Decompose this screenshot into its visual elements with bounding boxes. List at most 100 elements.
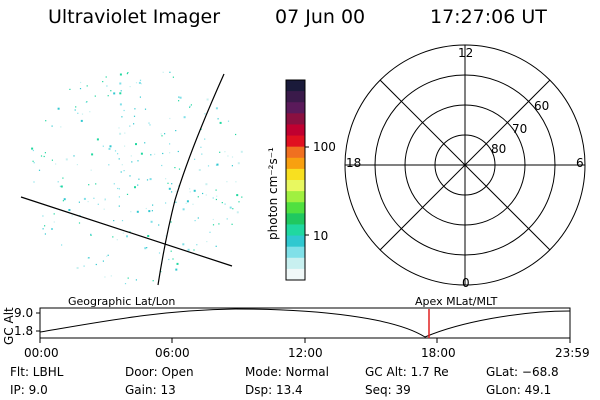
speckle xyxy=(168,258,170,261)
speckle xyxy=(179,96,182,99)
speckle xyxy=(91,153,94,156)
imager-title: Ultraviolet Imager xyxy=(48,6,221,28)
speckle xyxy=(150,154,152,156)
speckle xyxy=(169,143,171,145)
mode-readout: Mode: Normal xyxy=(245,365,329,379)
speckle xyxy=(162,152,164,155)
speckle xyxy=(236,211,239,214)
speckle xyxy=(42,215,44,217)
speckle xyxy=(108,164,110,166)
speckle xyxy=(76,164,78,166)
speckle xyxy=(135,143,137,146)
speckle xyxy=(59,185,61,187)
colorbar-band xyxy=(286,91,305,103)
lat-label-70: 70 xyxy=(512,122,528,136)
speckle xyxy=(129,231,131,233)
auroral-image xyxy=(20,71,243,286)
speckle xyxy=(198,169,201,171)
speckle xyxy=(120,90,122,92)
speckle xyxy=(148,210,151,213)
speckle xyxy=(81,113,84,115)
speckle xyxy=(240,150,243,153)
speckle xyxy=(77,112,79,114)
speckle xyxy=(144,142,146,144)
colorbar-band xyxy=(286,180,305,192)
speckle xyxy=(147,235,150,237)
speckle xyxy=(168,187,171,190)
speckle xyxy=(33,162,35,164)
speckle xyxy=(200,128,202,130)
polar-grid xyxy=(344,44,586,286)
speckle xyxy=(71,215,73,217)
speckle xyxy=(131,161,133,163)
x-tick-label-0600: 06:00 xyxy=(155,346,190,360)
speckle xyxy=(68,209,71,211)
speckle xyxy=(206,98,209,101)
time-label: 17:27:06 UT xyxy=(430,6,547,28)
speckle xyxy=(32,160,34,162)
mlt-label-6: 6 xyxy=(576,156,584,170)
speckle xyxy=(170,250,172,252)
speckle xyxy=(118,158,120,160)
colorbar-band xyxy=(286,124,305,137)
speckle xyxy=(169,117,171,120)
speckle xyxy=(43,155,45,158)
speckle xyxy=(55,163,57,165)
speckle xyxy=(189,191,191,193)
speckle xyxy=(221,202,223,204)
speckle xyxy=(217,118,219,120)
speckle xyxy=(149,124,151,126)
speckle xyxy=(120,171,122,173)
colorbar-band xyxy=(286,113,305,125)
speckle xyxy=(154,153,156,155)
speckle xyxy=(219,121,222,124)
speckle xyxy=(126,193,129,195)
speckle xyxy=(167,182,169,184)
speckle xyxy=(102,145,104,147)
x-tick-label-2359: 23:59 xyxy=(555,346,590,360)
speckle xyxy=(227,120,230,122)
colorbar-label-10: 10 xyxy=(313,229,329,243)
speckle xyxy=(216,163,219,166)
speckle xyxy=(95,263,97,266)
timeline-frame xyxy=(39,307,571,339)
speckle xyxy=(194,158,196,160)
speckle xyxy=(135,82,138,84)
speckle xyxy=(149,178,152,181)
speckle xyxy=(86,85,88,87)
speckle xyxy=(226,218,228,220)
speckle xyxy=(106,255,108,257)
speckle xyxy=(127,277,129,279)
speckle xyxy=(88,184,90,186)
speckle xyxy=(88,257,90,259)
speckle xyxy=(235,133,237,136)
speckle xyxy=(139,96,141,98)
speckle xyxy=(129,86,131,88)
mlt-label-0: 0 xyxy=(462,276,470,290)
speckle xyxy=(232,208,234,210)
speckle xyxy=(212,197,214,199)
speckle xyxy=(118,196,120,198)
speckle xyxy=(118,205,120,207)
speckle xyxy=(40,155,43,157)
speckle xyxy=(174,167,176,169)
speckle xyxy=(175,268,178,271)
colorbar-label-100: 100 xyxy=(313,140,336,154)
speckle xyxy=(177,150,179,153)
speckle xyxy=(124,145,126,147)
geographic-line-2 xyxy=(157,73,225,286)
speckle xyxy=(83,197,86,200)
speckle xyxy=(175,130,177,132)
speckle xyxy=(75,106,77,108)
speckle xyxy=(118,127,120,129)
colorbar-band xyxy=(286,235,305,248)
speckle xyxy=(61,244,63,246)
speckle xyxy=(121,116,123,118)
speckle xyxy=(216,195,218,197)
speckle xyxy=(130,211,132,213)
speckle xyxy=(238,201,240,203)
speckle xyxy=(63,198,66,201)
speckle xyxy=(196,244,198,246)
speckle xyxy=(175,201,177,203)
